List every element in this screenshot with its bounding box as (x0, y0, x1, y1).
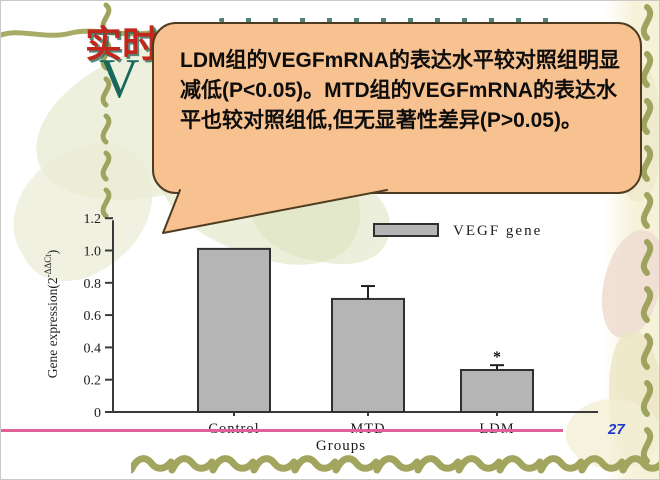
callout-bubble: LDM组的VEGFmRNA的表达水平较对照组明显减低(P<0.05)。MTD组的… (152, 22, 642, 194)
vine-border-left (100, 2, 112, 219)
obscured-title-glyph-tops (219, 18, 549, 22)
page-number: 27 (608, 421, 625, 438)
bar-mtd (331, 297, 405, 413)
callout-text: LDM组的VEGFmRNA的表达水平较对照组明显减低(P<0.05)。MTD组的… (180, 49, 620, 133)
legend-swatch (373, 223, 439, 237)
accent-line (1, 429, 563, 432)
y-tick-label: 1.0 (84, 245, 102, 260)
slide-title-line2: V (99, 48, 140, 110)
y-tick-label: 0 (94, 406, 101, 421)
bar-ldm (460, 369, 534, 413)
callout-tail (162, 189, 388, 234)
vine-border-bottom (131, 455, 659, 474)
y-axis-title: Gene expression(2-ΔΔCt) (43, 250, 60, 378)
y-tick-label: 1.2 (84, 212, 102, 227)
y-tick-label: 0.8 (84, 277, 102, 292)
significance-asterisk: * (493, 349, 501, 366)
legend-label: VEGF gene (453, 223, 542, 239)
y-tick-label: 0.6 (84, 309, 102, 324)
vine-branch-top-left (1, 28, 157, 38)
bar-control (197, 247, 271, 414)
y-tick-label: 0.2 (84, 374, 102, 389)
bar-chart: 00.20.40.60.81.01.2ControlMTDLDM*GroupsV… (43, 212, 598, 454)
vine-border-right (640, 4, 654, 464)
slide-title-line1: 实时 (85, 24, 159, 65)
y-tick-label: 0.4 (84, 341, 102, 356)
x-axis-title: Groups (316, 438, 366, 454)
